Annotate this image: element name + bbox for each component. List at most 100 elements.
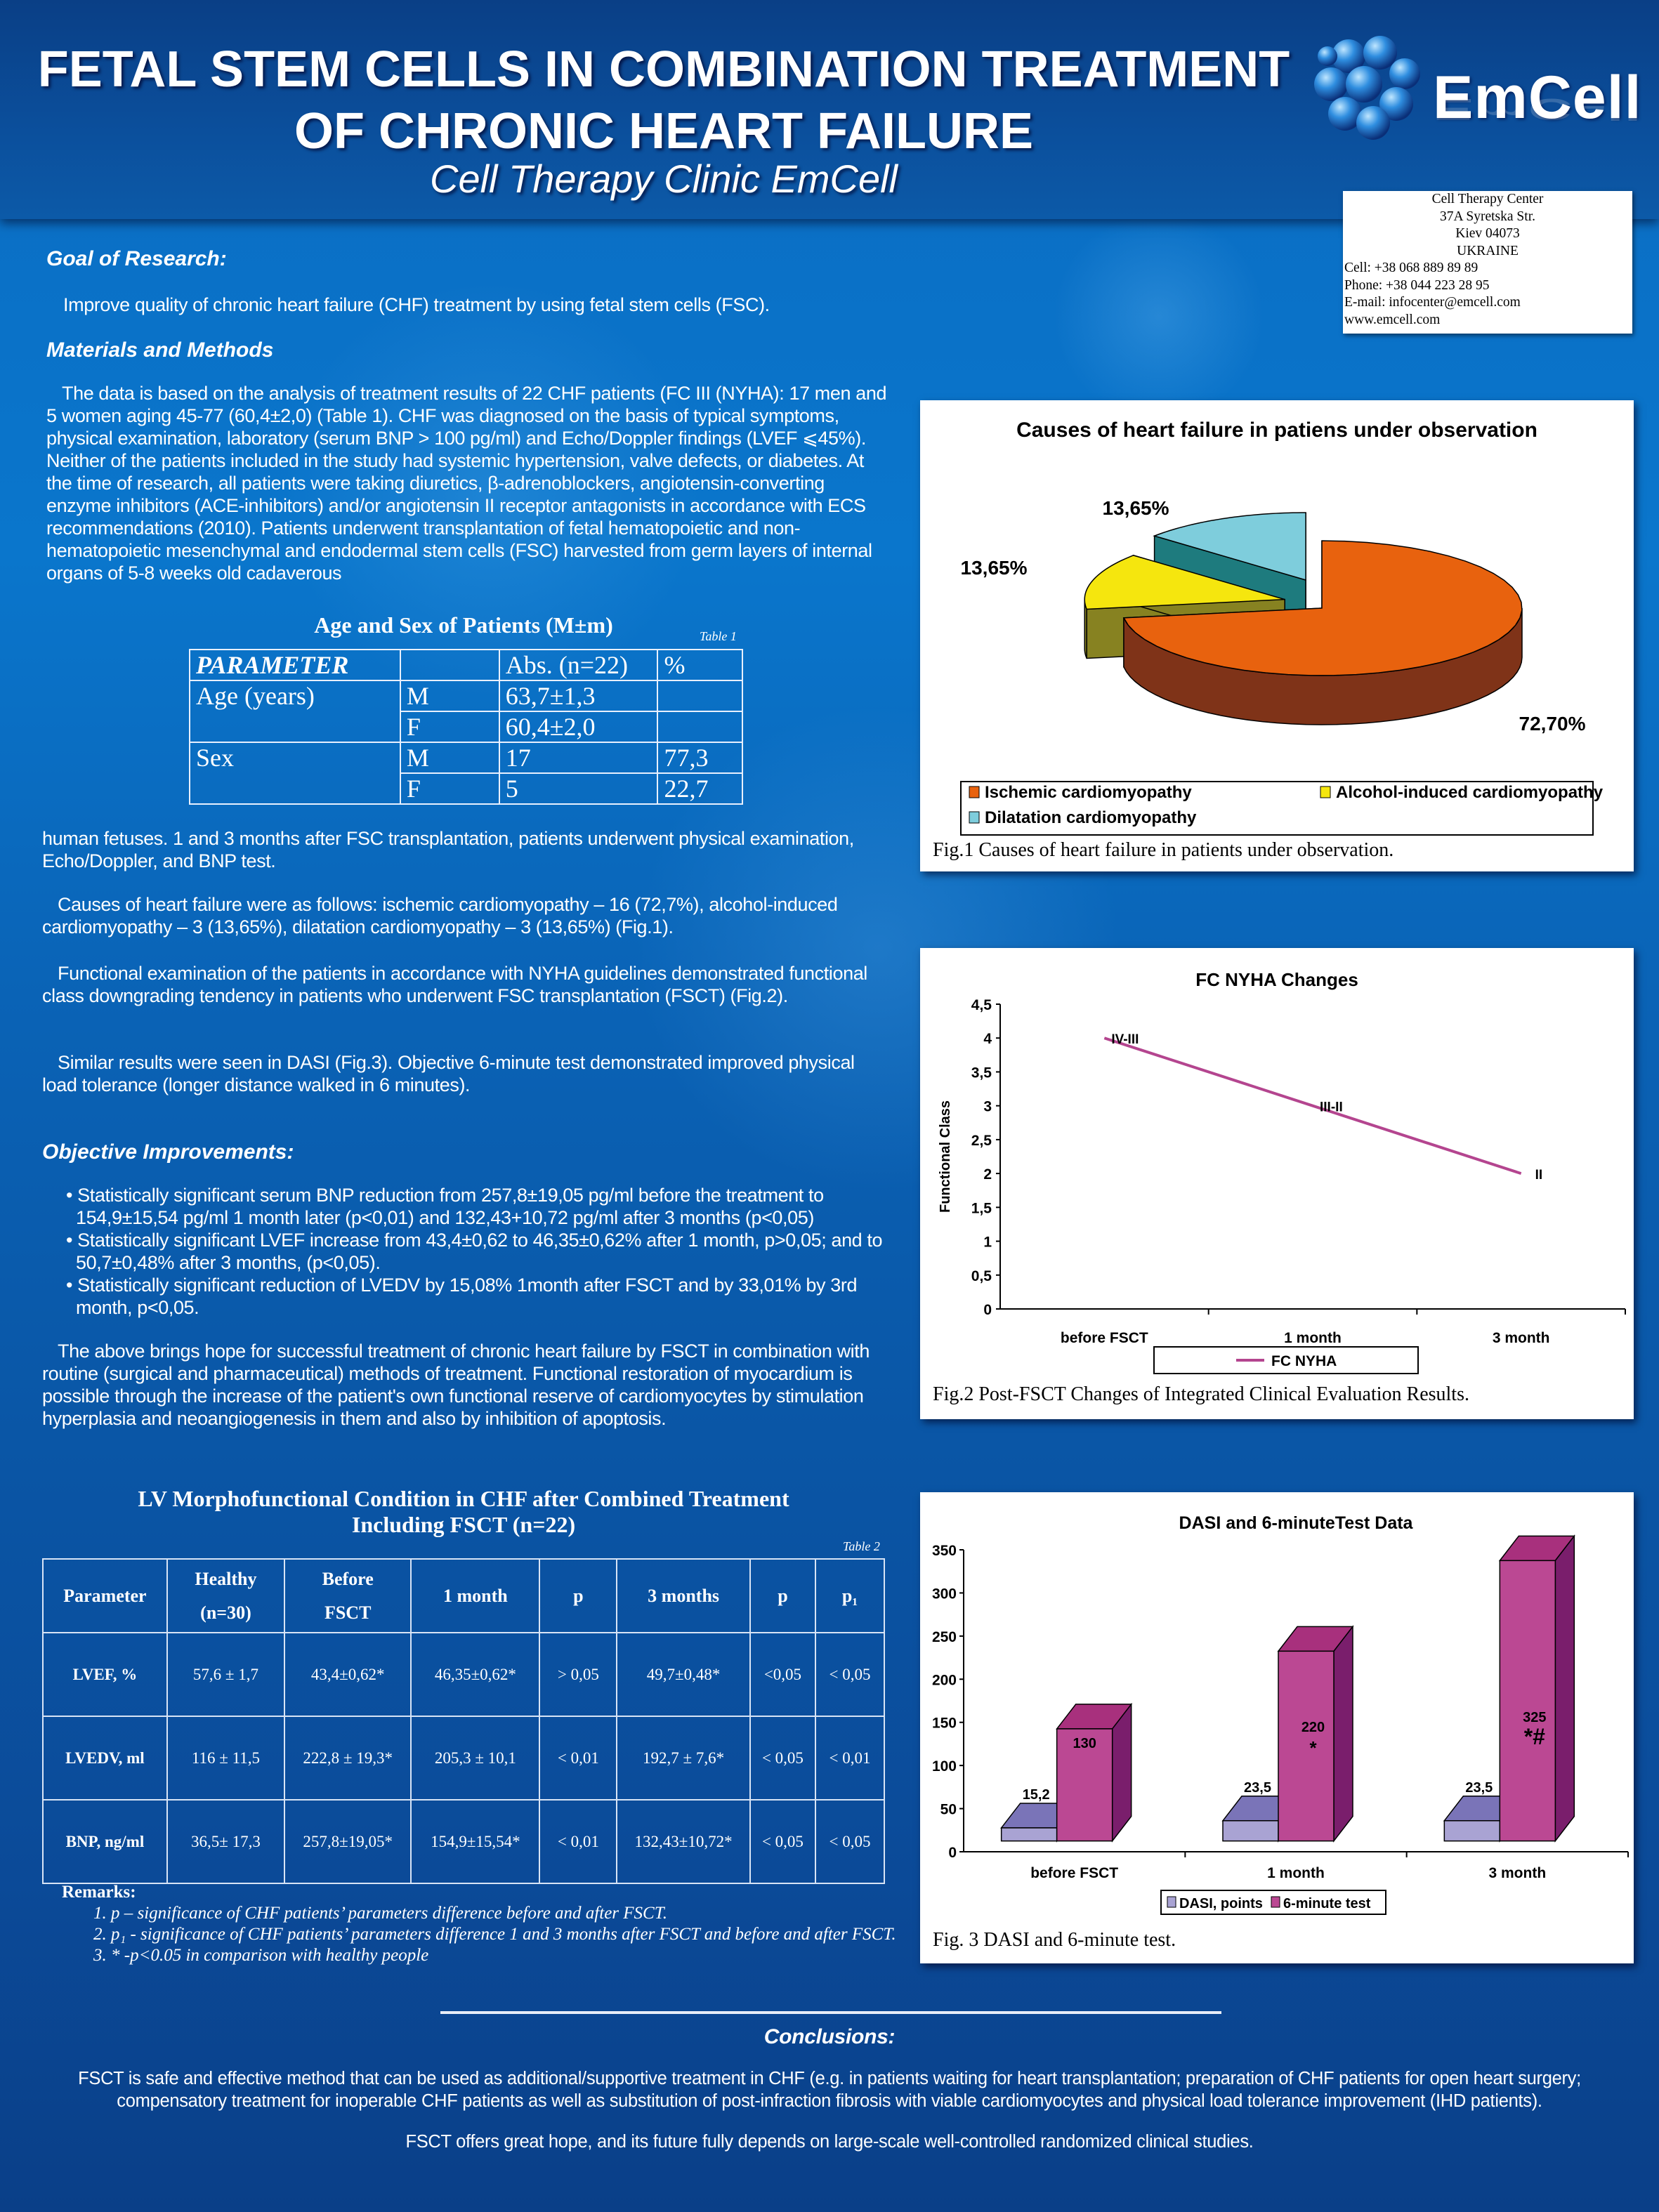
table-header-cell: p [749,1558,817,1633]
contact-email[interactable]: E-mail: infocenter@emcell.com [1344,295,1521,310]
table-cell: 132,43±10,72* [616,1799,751,1884]
table-cell: < 0,05 [815,1799,885,1884]
contact-line: Cell Therapy Center [1431,192,1544,206]
table-header-row: Parameter Healthy (n=30) Before FSCT 1 month p… [42,1558,885,1633]
table-header-cell: Abs. (n=22) [498,649,659,681]
methods-paragraph: The data is based on the analysis of tre… [46,383,887,584]
methods-paragraph: Causes of heart failure were as follows:… [42,894,838,937]
pie-chart: Causes of heart failure in patiens under… [960,419,1604,836]
remark-item: * -p<0.05 in comparison with healthy peo… [111,1945,905,1966]
table-row: LVEF, % 57,6 ± 1,7 43,4±0,62* 46,35±0,62* > … [42,1632,885,1717]
bar-front [1278,1650,1335,1842]
table-cell: 22,7 [657,772,743,805]
bar-side [1554,1534,1575,1843]
legend-swatch [1167,1896,1176,1908]
bar-front [1499,1560,1556,1842]
legend-swatch [1271,1896,1280,1908]
table-cell: < 0,01 [815,1716,885,1800]
table1-note: Table 1 [700,629,737,643]
table-header-row: PARAMETER Abs. (n=22)% [189,649,743,681]
fig3-panel: DASI and 6-minuteTest Data 0 50 100 150 200 25… [920,1492,1634,1963]
point-label: IV-III [1111,1032,1139,1047]
table-row: F 60,4±2,0 [190,711,743,743]
emcell-logo: EmCell EmCell [1306,28,1644,169]
table-cell: 257,8±19,05* [284,1799,412,1884]
table-header-cell: Before FSCT [284,1558,412,1633]
bar-front [1000,1827,1058,1842]
table-header-cell: 3 months [616,1558,751,1633]
bar-front [1056,1728,1113,1842]
bar [1056,1702,1133,1843]
legend-label: FC NYHA [1271,1353,1337,1369]
contact-line: UKRAINE [1457,243,1519,258]
y-tick-label: 3,5 [971,1065,992,1081]
data-label: 23,5 [1244,1780,1271,1796]
y-tick-label: 50 [940,1802,957,1818]
table-cell: <0,05 [749,1632,817,1717]
table-cell: 77,3 [657,742,743,774]
legend-swatch [969,811,980,824]
legend-label: Dilatation cardiomyopathy [985,808,1197,827]
table-cell: 17 [498,742,659,774]
series-line [1103,1036,1522,1176]
y-tick-label: 150 [932,1716,957,1732]
legend-swatch [1320,786,1331,798]
table-cell: LVEF, % [42,1632,168,1717]
table-cell: < 0,05 [815,1632,885,1717]
y-tick-label: 1,5 [971,1200,992,1216]
bar-side [1333,1625,1353,1843]
table-row: Sex M 17 77,3 [189,742,743,805]
table-cell: 36,5± 17,3 [166,1799,286,1884]
table2-remarks: Remarks: p – significance of CHF patient… [62,1882,905,1966]
fig2-caption: Fig.2 Post-FSCT Changes of Integrated Cl… [933,1383,1469,1405]
table-header-cell [399,649,500,681]
pie-data-label: 72,70% [1519,713,1586,735]
fig3-caption: Fig. 3 DASI and 6-minute test. [933,1929,1176,1951]
table-cell: LVEDV, ml [42,1716,168,1800]
bar-chart: DASI and 6-minuteTest Data 0 50 100 150 200 25… [932,1513,1629,1915]
remark-item: p₁ - significance of CHF patients’ param… [111,1924,905,1945]
cell-cluster-icon [1314,36,1420,140]
objective-bullet: • Statistically significant LVEF increas… [66,1230,883,1273]
y-tick-label: 2,5 [971,1133,992,1149]
line-chart: FC NYHA Changes 0 0,5 1 1,5 2 2,5 3 3,5 4 4,5 befor… [938,969,1626,1374]
table2-title-line1: LV Morphofunctional Condition in CHF aft… [138,1486,789,1511]
y-tick-label: 100 [932,1758,957,1775]
conclusions-line: FSCT is safe and effective method that c… [78,2069,1581,2088]
lv-morphofunctional-table: Parameter Healthy (n=30) Before FSCT 1 month p… [42,1558,885,1884]
table-header-cell: Healthy (n=30) [166,1558,286,1633]
y-tick-label: 350 [932,1543,957,1559]
table-cell: 5 [498,772,659,805]
legend-label: Alcohol-induced cardiomyopathy [1336,783,1604,802]
goal-text: Improve quality of chronic heart failure… [63,294,770,315]
pie-slice-top [1122,540,1523,676]
poster-header: FETAL STEM CELLS IN COMBINATION TREATMEN… [0,0,1659,219]
age-sex-table: PARAMETER Abs. (n=22)% Age (years) M 63,7±1,… [189,649,743,805]
y-tick-label: 3 [983,1099,992,1115]
table-cell: 116 ± 11,5 [166,1716,286,1800]
y-tick-label: 300 [932,1586,957,1602]
legend-swatch [969,786,980,798]
table-cell: 63,7±1,3 [498,680,659,712]
table-cell: < 0,05 [749,1716,817,1800]
table-header-cell: 1 month [410,1558,541,1633]
contact-phone: Phone: +38 044 223 28 95 [1344,277,1490,293]
contact-website[interactable]: www.emcell.com [1344,312,1441,327]
point-label: II [1535,1168,1543,1183]
contact-box: Cell Therapy Center 37A Syretska Str. Ki… [1343,191,1632,334]
table-header-cell: Parameter [42,1558,168,1633]
objective-heading: Objective Improvements: [42,1140,294,1164]
methods-paragraph: human fetuses. 1 and 3 months after FSC … [42,828,854,871]
y-tick-label: 0,5 [971,1268,992,1284]
table-cell: 205,3 ± 10,1 [410,1716,541,1800]
x-tick-label: before FSCT [1061,1330,1148,1346]
objective-paragraph: The above brings hope for successful tre… [42,1341,870,1429]
table-cell [657,711,743,743]
methods-paragraph: Similar results were seen in DASI (Fig.3… [42,1052,855,1095]
remarks-list: p – significance of CHF patients’ parame… [62,1903,905,1966]
table-cell: 49,7±0,48* [616,1632,751,1717]
y-tick-label: 4 [983,1031,992,1047]
bar-side [1111,1702,1132,1843]
pie-slice [1122,540,1523,725]
table-cell: F [399,772,500,805]
